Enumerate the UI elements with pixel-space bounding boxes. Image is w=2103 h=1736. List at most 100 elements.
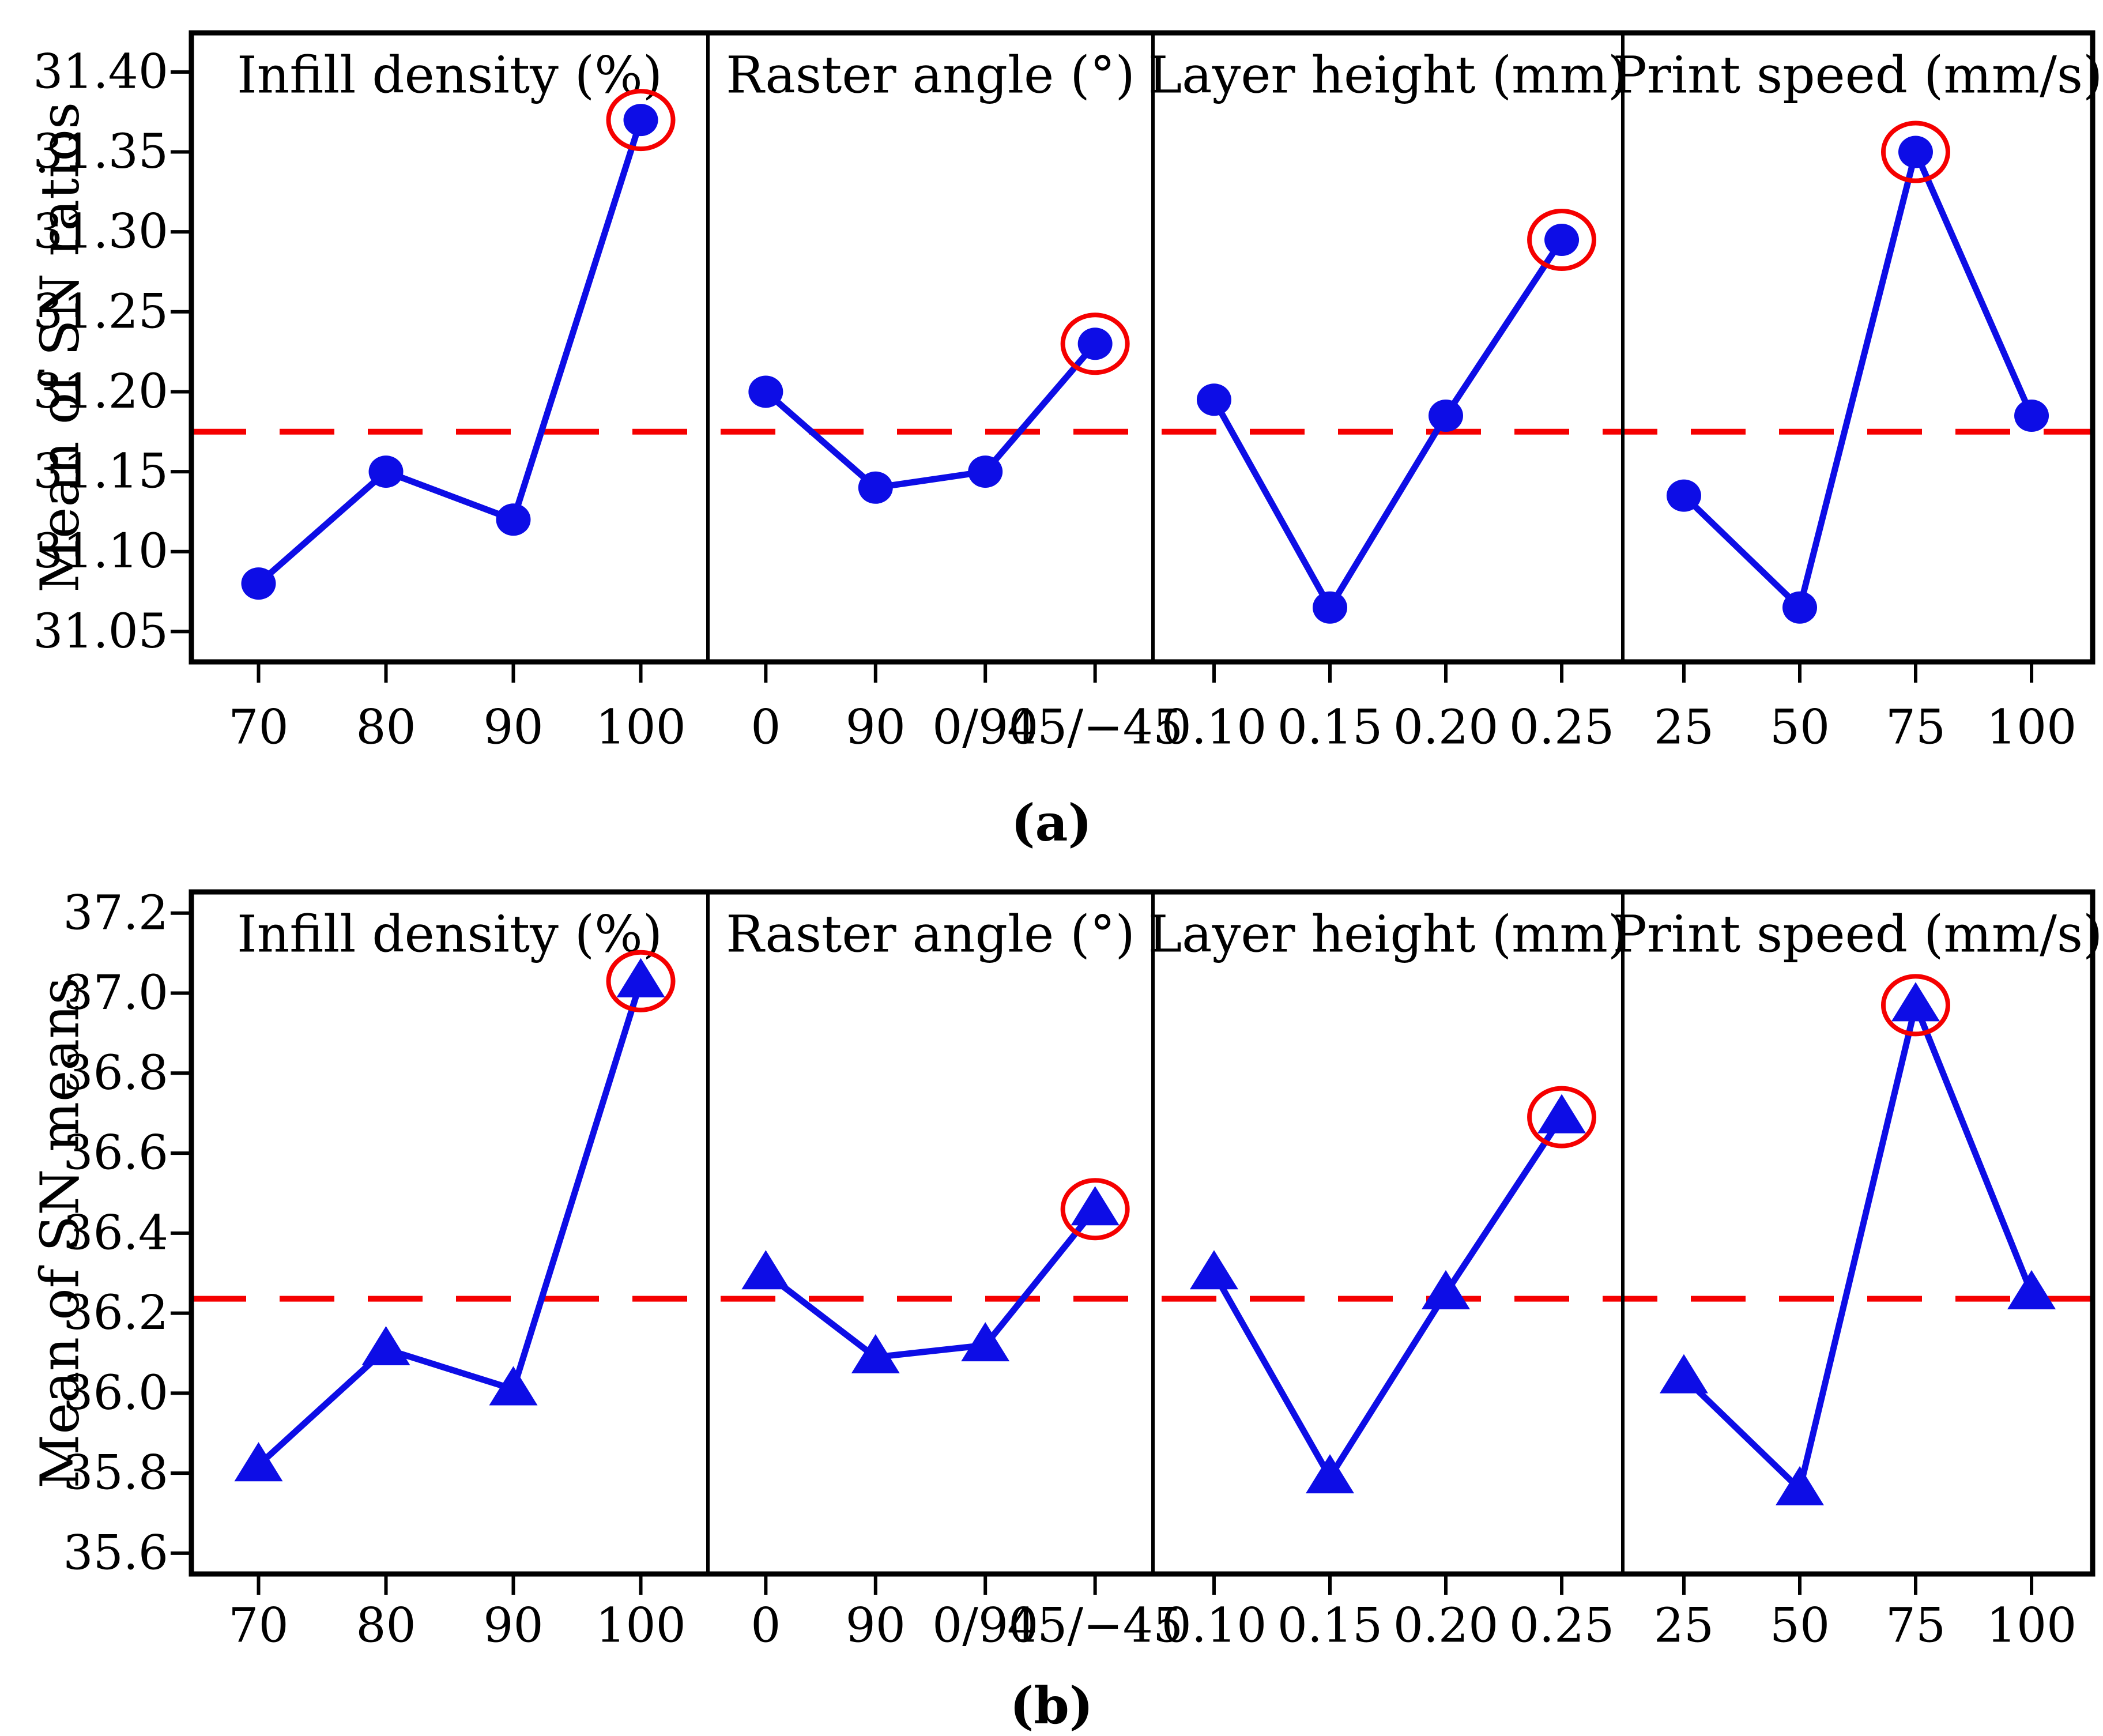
optimum-highlight-ring [1527, 1086, 1597, 1148]
panel-title: Layer height (mm) [1148, 46, 1628, 105]
series-line [1211, 1114, 1565, 1481]
data-point-marker [234, 1442, 283, 1482]
y-tick-label: 35.8 [63, 1446, 168, 1501]
data-point-marker [1782, 591, 1818, 624]
y-tick-label: 36.2 [63, 1286, 168, 1340]
data-point-marker [1421, 1270, 1470, 1309]
y-tick-label: 31.15 [33, 445, 168, 499]
y-tick-label: 36.6 [63, 1126, 168, 1181]
x-tick-label: 70 [228, 701, 288, 755]
series-line [762, 1206, 1099, 1361]
subfigure-caption-a: (a) [1011, 793, 1092, 853]
panel-title: Print speed (mm/s) [1613, 46, 2103, 105]
x-tick-label: 80 [356, 1599, 416, 1654]
y-tick-label: 31.30 [33, 205, 168, 259]
data-point-marker [1428, 400, 1463, 432]
panel-title: Print speed (mm/s) [1613, 905, 2103, 964]
x-tick-label: 75 [1886, 1599, 1946, 1654]
series-line [255, 116, 645, 587]
panel-title: Raster angle (°) [726, 905, 1135, 964]
x-tick-label: 70 [228, 1599, 288, 1654]
data-point-marker [968, 455, 1003, 488]
plot-border [189, 30, 2096, 665]
data-point-marker [616, 958, 665, 997]
data-point-marker [1666, 479, 1701, 512]
data-point-marker [741, 1250, 790, 1290]
y-tick-label: 31.40 [33, 44, 168, 99]
data-point-marker [748, 375, 783, 408]
data-point-marker [1071, 1186, 1120, 1226]
optimum-highlight-ring [1880, 120, 1950, 183]
x-tick-label: 0.10 [1162, 1599, 1267, 1654]
series-line [1211, 236, 1565, 611]
y-tick-label: 31.25 [33, 284, 168, 339]
x-tick-label: 50 [1770, 701, 1830, 755]
optimum-highlight-ring [606, 89, 676, 152]
subfigure-caption-b: (b) [1009, 1675, 1094, 1735]
x-tick-label: 25 [1654, 701, 1714, 755]
y-tick-label: 37.0 [63, 966, 168, 1020]
x-tick-label: 0.15 [1277, 1599, 1383, 1654]
x-tick-label: 0.25 [1509, 1599, 1615, 1654]
x-tick-label: 0.10 [1162, 701, 1267, 755]
x-tick-label: 0 [751, 701, 781, 755]
data-point-marker [1189, 1250, 1238, 1290]
optimum-highlight-ring [606, 950, 676, 1012]
y-tick-label: 36.8 [63, 1046, 168, 1101]
x-tick-label: 90 [483, 1599, 543, 1654]
y-axis-label: Mean of SN ratios [29, 102, 91, 593]
data-point-marker [361, 1326, 410, 1366]
series-line [1680, 1001, 2035, 1493]
data-point-marker [496, 503, 531, 536]
x-tick-label: 0 [751, 1599, 781, 1654]
data-point-marker [858, 471, 893, 504]
panel-title: Infill density (%) [237, 905, 662, 964]
y-tick-label: 31.20 [33, 364, 168, 419]
data-point-marker [1537, 1094, 1586, 1134]
x-tick-label: 0.15 [1277, 701, 1383, 755]
y-tick-label: 35.6 [63, 1526, 168, 1580]
data-point-marker [2014, 400, 2049, 432]
x-tick-label: 0.20 [1393, 1599, 1499, 1654]
data-point-marker [368, 455, 404, 488]
panel-title: Infill density (%) [237, 46, 662, 105]
x-tick-label: 45/−45 [1007, 701, 1183, 755]
optimum-highlight-ring [1060, 1178, 1130, 1241]
x-tick-label: 90 [483, 701, 543, 755]
optimum-highlight-ring [1060, 312, 1130, 375]
y-tick-label: 31.05 [33, 604, 168, 659]
optimum-highlight-ring [1880, 974, 1950, 1037]
data-point-marker [623, 104, 658, 137]
data-point-marker [1776, 1466, 1825, 1505]
x-tick-label: 50 [1770, 1599, 1830, 1654]
y-tick-label: 31.35 [33, 125, 168, 179]
x-tick-label: 100 [1987, 1599, 2077, 1654]
x-tick-label: 100 [596, 701, 686, 755]
x-tick-label: 80 [356, 701, 416, 755]
x-tick-label: 0.25 [1509, 701, 1615, 755]
data-point-marker [1544, 224, 1580, 257]
x-tick-label: 0.20 [1393, 701, 1499, 755]
data-point-marker [1891, 982, 1940, 1022]
x-tick-label: 0/90 [932, 1599, 1038, 1654]
y-tick-label: 31.10 [33, 524, 168, 579]
x-tick-label: 25 [1654, 1599, 1714, 1654]
x-tick-label: 90 [846, 701, 906, 755]
x-tick-label: 90 [846, 1599, 906, 1654]
data-point-marker [961, 1322, 1010, 1362]
data-point-marker [1898, 135, 1933, 168]
data-point-marker [851, 1334, 900, 1373]
x-tick-label: 75 [1886, 701, 1946, 755]
data-point-marker [1659, 1354, 1708, 1394]
panel-title: Layer height (mm) [1148, 905, 1628, 964]
data-point-marker [1077, 327, 1113, 360]
plot-border [189, 889, 2096, 1577]
y-axis-label: Mean of SN means [29, 977, 91, 1488]
y-tick-label: 36.0 [63, 1366, 168, 1421]
series-line [1680, 149, 2035, 611]
data-point-marker [489, 1366, 538, 1406]
data-point-marker [2007, 1270, 2056, 1309]
y-tick-label: 36.4 [63, 1206, 168, 1260]
